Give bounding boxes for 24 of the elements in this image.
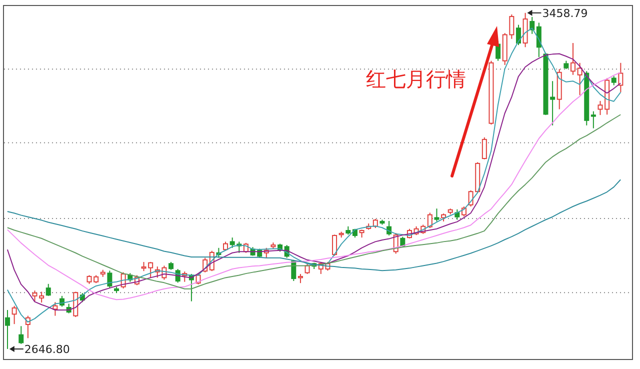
- candlestick: [454, 208, 460, 220]
- candlestick: [107, 270, 112, 289]
- candlestick: [46, 283, 51, 296]
- candlestick: [12, 305, 17, 325]
- candlestick: [18, 326, 24, 344]
- candlestick: [570, 42, 576, 76]
- annotation: 红七月行情: [366, 67, 466, 91]
- candlestick: [550, 80, 556, 126]
- candlestick: [516, 24, 521, 46]
- annotation: 2646.80: [24, 342, 70, 356]
- annotation: 3458.79: [542, 6, 588, 20]
- candlestick: [590, 110, 596, 129]
- candlestick: [611, 76, 616, 86]
- candlestick: [298, 273, 303, 284]
- candlestick: [434, 208, 440, 222]
- candlestick: [530, 16, 535, 34]
- candlestick: [427, 212, 432, 229]
- candlestick: [5, 309, 10, 350]
- candlestick: [598, 100, 603, 116]
- candlestick: [618, 62, 624, 93]
- candlestick: [482, 136, 487, 160]
- candlestick: [577, 62, 582, 96]
- candlestick: [332, 234, 338, 256]
- candlestick: [372, 218, 378, 229]
